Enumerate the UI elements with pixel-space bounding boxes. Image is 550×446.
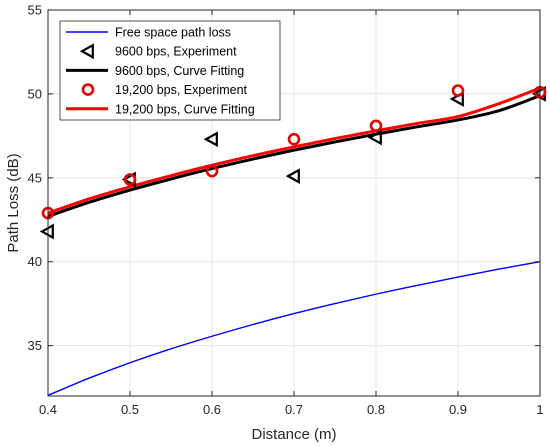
legend-triangle-swatch <box>79 43 94 60</box>
y-tick-label: 35 <box>28 338 42 353</box>
data-point-circle <box>205 164 219 178</box>
ticks <box>47 9 541 396</box>
tick-labels: 0.4 0.5 0.6 0.7 0.8 0.9 1 35 40 45 50 55 <box>28 3 544 418</box>
data-point-circle <box>123 173 137 186</box>
data-point-triangle <box>203 131 218 148</box>
series-2 <box>47 94 541 218</box>
legend-entry: 9600 bps, Experiment <box>79 43 237 60</box>
legend-label: Free space path loss <box>115 26 231 40</box>
legend-label: 19,200 bps, Curve Fitting <box>115 102 255 116</box>
data-point-circle <box>369 119 383 133</box>
legend-entry: 19,200 bps, Experiment <box>81 83 248 97</box>
data-point-triangle <box>285 168 300 185</box>
legend-entry: Free space path loss <box>66 26 231 40</box>
y-axis-label: Path Loss (dB) <box>5 153 22 252</box>
x-tick-label: 0.6 <box>203 402 221 417</box>
y-tick-label: 40 <box>28 254 42 269</box>
x-tick-label: 0.9 <box>449 402 467 417</box>
legend-circle-swatch <box>81 83 95 96</box>
legend-label: 9600 bps, Experiment <box>115 45 237 59</box>
x-tick-label: 0.4 <box>39 402 57 417</box>
y-tick-label: 45 <box>28 170 42 185</box>
legend-label: 19,200 bps, Experiment <box>115 83 248 97</box>
y-tick-label: 55 <box>28 3 42 18</box>
x-tick-label: 0.7 <box>285 402 303 417</box>
data-point-circle <box>287 132 301 146</box>
legend-entry: 9600 bps, Curve Fitting <box>66 64 244 78</box>
series-4 <box>47 86 541 215</box>
y-tick-label: 50 <box>28 86 42 101</box>
series-line <box>47 94 541 218</box>
data-point-circle <box>451 84 465 97</box>
x-tick-label: 0.8 <box>367 402 385 417</box>
series-0 <box>47 261 541 396</box>
series-layer <box>39 84 547 396</box>
x-tick-label: 1 <box>536 402 543 417</box>
legend-entry: 19,200 bps, Curve Fitting <box>66 102 255 116</box>
data-point-triangle <box>367 129 382 146</box>
legend: Free space path loss 9600 bps, Experiment… <box>59 20 281 121</box>
series-line <box>47 261 541 396</box>
x-axis-label: Distance (m) <box>251 426 336 443</box>
legend-label: 9600 bps, Curve Fitting <box>115 64 244 78</box>
series-line <box>47 86 541 215</box>
data-point-triangle <box>39 223 54 240</box>
x-tick-label: 0.5 <box>121 402 139 417</box>
